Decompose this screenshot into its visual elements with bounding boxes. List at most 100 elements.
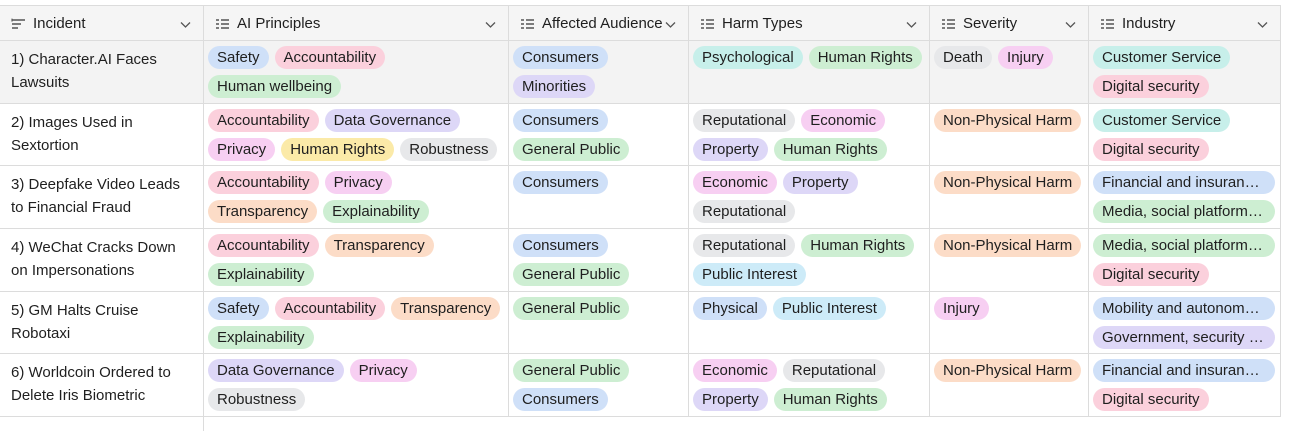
chevron-down-icon[interactable]: [1257, 17, 1268, 28]
cell-ai-principles[interactable]: Data Governance Privacy Robustness: [204, 354, 509, 417]
column-header-severity[interactable]: Severity: [930, 6, 1089, 40]
column-header-incident[interactable]: Incident: [0, 6, 204, 40]
tag-chip: Reputational: [693, 108, 796, 132]
column-header-harm-types[interactable]: Harm Types: [689, 6, 930, 40]
column-header-ai-principles[interactable]: AI Principles: [204, 6, 509, 40]
cell-ai-principles[interactable]: Safety Accountability Human wellbeing: [204, 41, 509, 103]
cell-harm-types[interactable]: Psychological Human Rights: [689, 41, 930, 103]
table-row[interactable]: 5) GM Halts Cruise Robotaxi Safety Account…: [0, 291, 1281, 355]
cell-ai-principles[interactable]: Accountability Transparency Explainability: [204, 229, 509, 291]
cell-severity[interactable]: Non-Physical Harm: [930, 103, 1089, 166]
column-header-label: AI Principles: [237, 14, 321, 32]
cell-incident[interactable]: 1) Character.AI Faces Lawsuits: [0, 41, 204, 103]
tag-list: Economic Property Reputational: [693, 171, 925, 224]
tag-list: Economic Reputational Property Human Rights: [693, 359, 925, 412]
tag-chip: Accountability: [208, 171, 319, 195]
tag-list: Customer Service Digital security: [1093, 108, 1276, 161]
column-header-label: Industry: [1122, 14, 1176, 32]
cell-affected-audience[interactable]: Consumers Minorities: [509, 41, 689, 103]
chevron-down-icon[interactable]: [906, 17, 917, 28]
cell-harm-types[interactable]: Reputational Economic Property Human Rights: [689, 103, 930, 166]
tag-chip: Accountability: [208, 234, 319, 258]
tag-chip: Data Governance: [324, 108, 461, 132]
tag-list: Media, social platforms, marketing Digita…: [1093, 234, 1276, 287]
tag-chip: Mobility and autonomous vehicles: [1093, 296, 1275, 320]
tag-list: Consumers: [513, 171, 684, 195]
table-row[interactable]: 2) Images Used in Sextortion Accountabili…: [0, 103, 1281, 167]
cell-industry[interactable]: Financial and insurance services Media, s…: [1089, 166, 1281, 229]
tag-chip: Customer Service: [1093, 46, 1231, 69]
tag-chip: Robustness: [208, 388, 306, 412]
tag-chip: Consumers: [513, 108, 608, 132]
table-row[interactable]: 4) WeChat Cracks Down on Impersonations A…: [0, 229, 1281, 292]
tag-chip: Safety: [208, 46, 269, 69]
tag-chip: Public Interest: [693, 263, 807, 287]
tag-chip: Transparency: [324, 234, 434, 258]
cell-incident[interactable]: 3) Deepfake Video Leads to Financial Fra…: [0, 166, 204, 229]
cell-incident[interactable]: 6) Worldcoin Ordered to Delete Iris Biom…: [0, 354, 204, 417]
tag-chip: Digital security: [1093, 388, 1209, 412]
cell-affected-audience[interactable]: Consumers: [509, 166, 689, 229]
tag-chip: Minorities: [513, 75, 596, 98]
cell-affected-audience[interactable]: General Public Consumers: [509, 354, 689, 417]
tag-chip: Property: [693, 137, 768, 161]
tag-list: Injury: [934, 296, 1084, 320]
cell-harm-types[interactable]: Reputational Human Rights Public Interest: [689, 229, 930, 291]
cell-affected-audience[interactable]: Consumers General Public: [509, 103, 689, 166]
table-row[interactable]: 3) Deepfake Video Leads to Financial Fra…: [0, 166, 1281, 230]
cell-incident[interactable]: 5) GM Halts Cruise Robotaxi: [0, 291, 204, 354]
cell-ai-principles[interactable]: Safety Accountability Transparency Explaina…: [204, 291, 509, 354]
tag-chip: General Public: [513, 296, 630, 320]
cell-harm-types[interactable]: Physical Public Interest: [689, 291, 930, 354]
column-header-label: Incident: [33, 14, 86, 32]
cell-affected-audience[interactable]: Consumers General Public: [509, 229, 689, 291]
cell-severity[interactable]: Death Injury: [930, 41, 1089, 103]
tag-chip: Human Rights: [801, 234, 915, 258]
cell-incident[interactable]: 4) WeChat Cracks Down on Impersonations: [0, 229, 204, 291]
tag-chip: Injury: [998, 46, 1053, 69]
tag-chip: Safety: [208, 296, 269, 320]
tag-chip: Digital security: [1093, 137, 1209, 161]
cell-harm-types[interactable]: Economic Reputational Property Human Rights: [689, 354, 930, 417]
table-row[interactable]: 1) Character.AI Faces Lawsuits Safety Acco…: [0, 41, 1281, 104]
tag-list: Data Governance Privacy Robustness: [208, 359, 504, 412]
tag-chip: Consumers: [513, 46, 608, 69]
table-row[interactable]: 6) Worldcoin Ordered to Delete Iris Biom…: [0, 354, 1281, 418]
cell-severity[interactable]: Non-Physical Harm: [930, 354, 1089, 417]
cell-ai-principles[interactable]: Accountability Privacy Transparency Explain…: [204, 166, 509, 229]
tag-list: Accountability Data Governance Privacy Huma…: [208, 108, 504, 161]
cell-industry[interactable]: Customer Service Digital security: [1089, 41, 1281, 103]
cell-severity[interactable]: Non-Physical Harm: [930, 166, 1089, 229]
tag-list: Psychological Human Rights: [693, 46, 925, 69]
tag-chip: Psychological: [693, 46, 803, 69]
chevron-down-icon[interactable]: [1065, 17, 1076, 28]
cell-severity[interactable]: Non-Physical Harm: [930, 229, 1089, 291]
chevron-down-icon[interactable]: [180, 17, 191, 28]
column-header-industry[interactable]: Industry: [1089, 6, 1281, 40]
column-header-label: Harm Types: [722, 14, 803, 32]
incident-table: Incident AI Principles Affected Audience Ha…: [0, 5, 1281, 431]
column-header-affected-audience[interactable]: Affected Audience: [509, 6, 689, 40]
chevron-down-icon[interactable]: [485, 17, 496, 28]
tag-list: Physical Public Interest: [693, 296, 925, 320]
tag-chip: Government, security and defence: [1093, 325, 1275, 349]
cell-industry[interactable]: Customer Service Digital security: [1089, 103, 1281, 166]
cell-incident[interactable]: 2) Images Used in Sextortion: [0, 103, 204, 166]
tag-chip: Physical: [693, 296, 767, 320]
chevron-down-icon[interactable]: [665, 17, 676, 28]
cell-industry[interactable]: Media, social platforms, marketing Digita…: [1089, 229, 1281, 291]
cell-ai-principles[interactable]: Accountability Data Governance Privacy Huma…: [204, 103, 509, 166]
multi-select-field-icon: [520, 17, 535, 29]
cell-harm-types[interactable]: Economic Property Reputational: [689, 166, 930, 229]
tag-list: General Public Consumers: [513, 359, 684, 412]
tag-chip: Accountability: [208, 108, 319, 132]
cell-industry[interactable]: Financial and insurance services Digital …: [1089, 354, 1281, 417]
tag-chip: General Public: [513, 137, 630, 161]
tag-chip: General Public: [513, 359, 630, 383]
cell-affected-audience[interactable]: General Public: [509, 291, 689, 354]
tag-list: General Public: [513, 296, 684, 320]
cell-severity[interactable]: Injury: [930, 291, 1089, 354]
tag-chip: Privacy: [349, 359, 417, 383]
cell-industry[interactable]: Mobility and autonomous vehicles Governme…: [1089, 291, 1281, 354]
tag-list: Consumers Minorities: [513, 46, 684, 98]
